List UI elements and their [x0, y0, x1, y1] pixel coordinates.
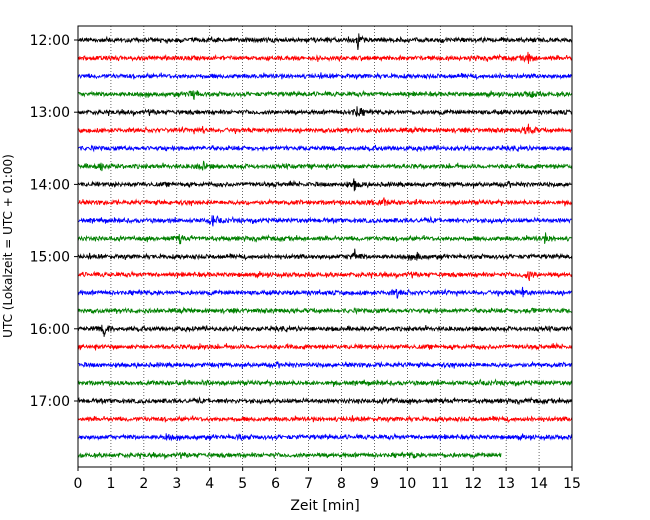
trace-1445 [77, 232, 572, 245]
x-tick-label-1: 1 [106, 476, 115, 492]
trace-1500 [77, 248, 573, 261]
y-tick-label-15:00: 15:00 [30, 250, 70, 266]
x-tick-label-8: 8 [337, 476, 346, 492]
trace-1530 [77, 286, 573, 299]
x-axis-label: Zeit [min] [290, 498, 359, 514]
plot-frame [77, 25, 573, 468]
trace-1745 [77, 451, 502, 461]
trace-1615 [77, 342, 573, 351]
trace-1245 [77, 89, 573, 101]
y-tick-label-16:00: 16:00 [30, 322, 70, 338]
trace-1700 [77, 396, 573, 406]
trace-1645 [77, 378, 573, 387]
x-tick-label-14: 14 [530, 476, 548, 492]
x-tick-label-13: 13 [497, 476, 515, 492]
y-tick-label-14:00: 14:00 [30, 177, 70, 193]
x-tick-label-2: 2 [139, 476, 148, 492]
x-tick-label-15: 15 [563, 476, 581, 492]
x-tick-label-4: 4 [205, 476, 214, 492]
trace-1600 [77, 324, 573, 337]
trace-1730 [77, 432, 573, 442]
x-tick-label-10: 10 [398, 476, 416, 492]
trace-1215 [77, 51, 573, 64]
trace-1545 [77, 306, 572, 315]
x-tick-label-0: 0 [74, 476, 83, 492]
trace-1630 [77, 360, 573, 370]
y-tick-label-13:00: 13:00 [30, 105, 70, 121]
trace-1415 [77, 197, 573, 207]
y-axis-ticks: 12:00 13:00 14:00 15:00 16:00 17:00 [30, 33, 78, 410]
trace-1315 [77, 123, 572, 135]
x-tick-label-7: 7 [304, 476, 313, 492]
trace-1715 [77, 414, 573, 424]
trace-group [77, 33, 573, 461]
trace-1345 [77, 160, 573, 172]
trace-1430 [77, 215, 572, 227]
x-tick-label-5: 5 [238, 476, 247, 492]
x-tick-label-3: 3 [172, 476, 181, 492]
y-tick-label-12:00: 12:00 [30, 33, 70, 49]
trace-1515 [77, 270, 573, 282]
trace-1300 [77, 106, 573, 118]
trace-1330 [77, 144, 572, 153]
x-tick-label-12: 12 [464, 476, 482, 492]
x-tick-label-6: 6 [271, 476, 280, 492]
trace-1200 [77, 33, 573, 51]
x-axis-ticks: 0 1 2 3 4 5 6 7 8 9 10 11 12 13 14 15 [74, 467, 581, 492]
x-tick-label-9: 9 [370, 476, 379, 492]
trace-1400 [77, 178, 572, 192]
trace-1230 [77, 71, 573, 81]
y-axis-label: UTC (Lokalzeit = UTC + 01:00) [1, 154, 15, 338]
x-tick-label-11: 11 [431, 476, 449, 492]
y-tick-label-17:00: 17:00 [30, 394, 70, 410]
